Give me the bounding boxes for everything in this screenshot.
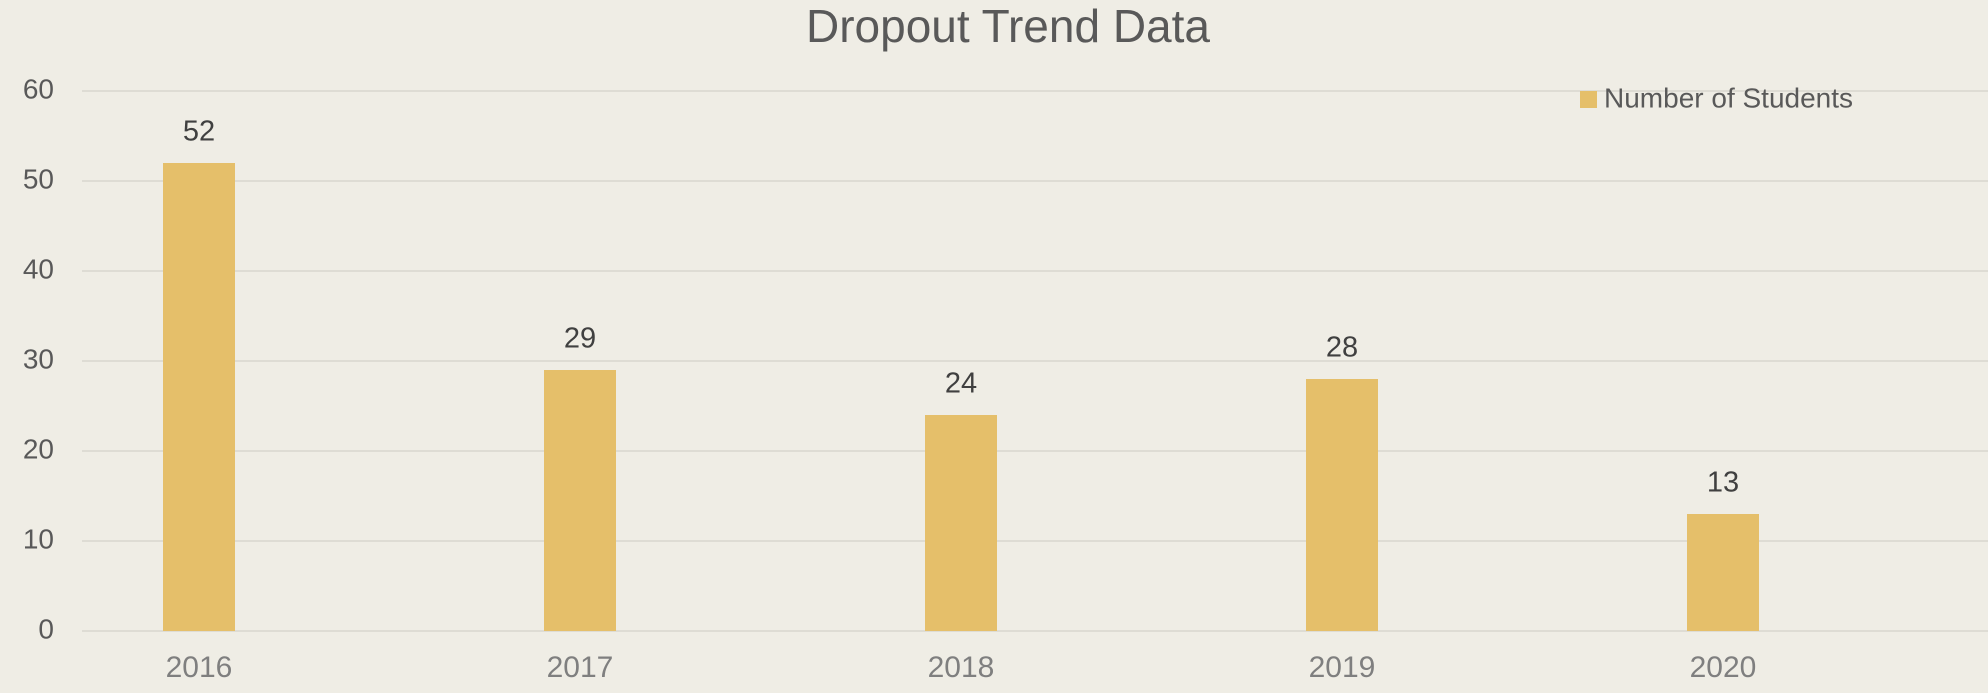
bar <box>925 415 997 631</box>
bar <box>1306 379 1378 631</box>
y-tick-label: 60 <box>23 73 54 104</box>
data-label: 29 <box>564 323 596 355</box>
bar <box>1687 514 1759 631</box>
x-tick-label: 2020 <box>1690 651 1757 684</box>
x-tick-label: 2017 <box>547 651 614 684</box>
y-tick-label: 40 <box>23 253 54 284</box>
y-tick-label: 30 <box>23 343 54 374</box>
legend-label: Number of Students <box>1604 82 1853 113</box>
bar <box>544 370 616 631</box>
legend-swatch <box>1580 91 1597 108</box>
data-label: 28 <box>1326 332 1358 364</box>
y-tick-label: 20 <box>23 433 54 464</box>
bar <box>163 163 235 631</box>
x-tick-label: 2016 <box>166 651 233 684</box>
data-label: 52 <box>183 116 215 148</box>
y-tick-label: 0 <box>38 613 54 644</box>
x-tick-label: 2018 <box>928 651 995 684</box>
y-tick-label: 10 <box>23 523 54 554</box>
chart-title: Dropout Trend Data <box>806 0 1210 52</box>
y-tick-label: 50 <box>23 163 54 194</box>
data-label: 24 <box>945 368 977 400</box>
data-label: 13 <box>1707 467 1739 499</box>
x-tick-label: 2019 <box>1309 651 1376 684</box>
